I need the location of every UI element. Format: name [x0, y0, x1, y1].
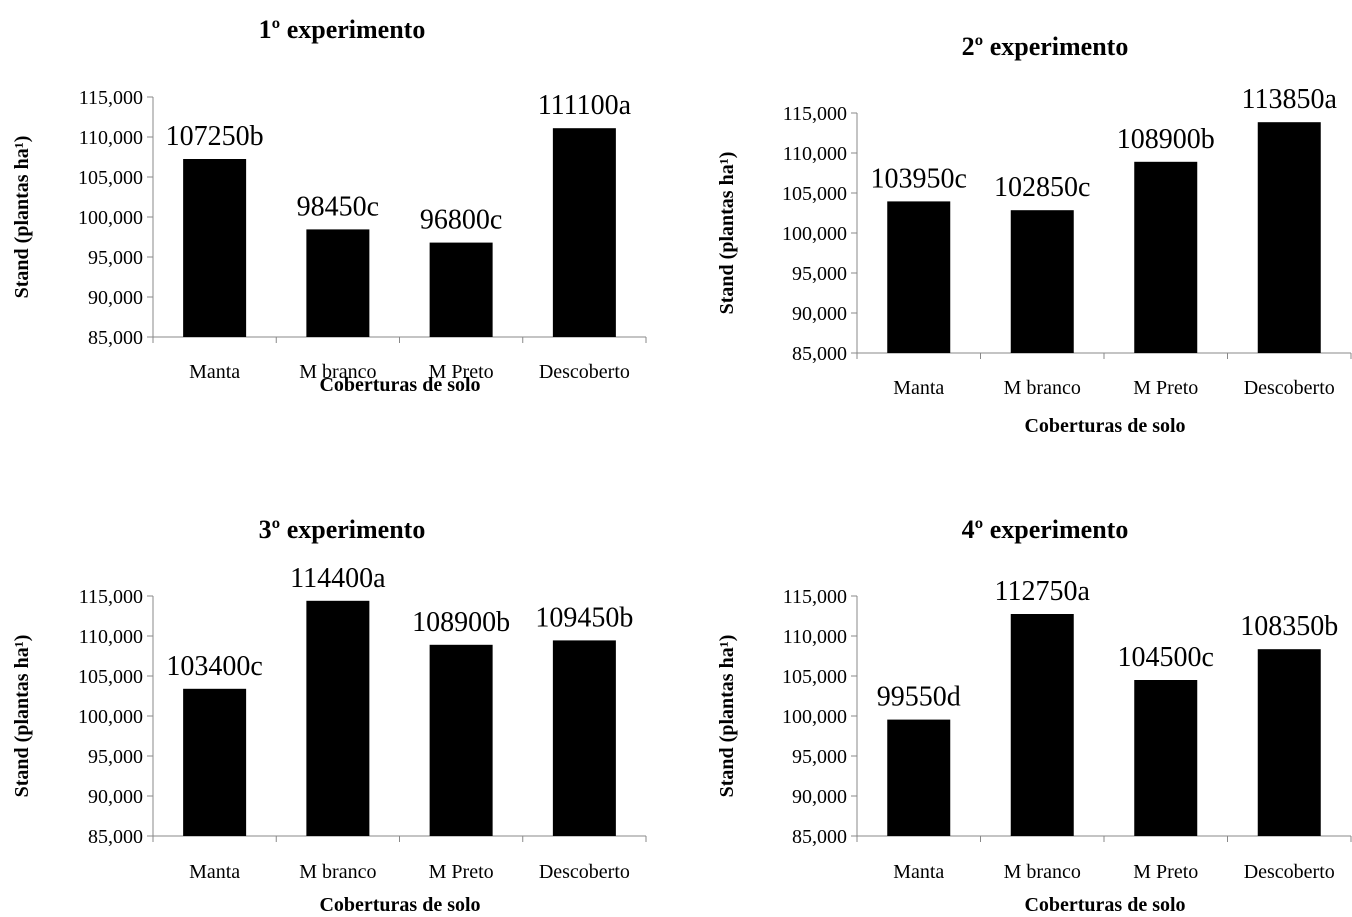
bar-2 [1010, 210, 1074, 353]
bar-1 [183, 688, 247, 836]
y-tick-label: 90,000 [792, 786, 847, 808]
y-axis-title: Stand (plantas ha¹) [11, 136, 33, 299]
x-tick-label: Manta [189, 361, 240, 383]
chart-title: 2º experimento [962, 32, 1129, 61]
y-tick-label: 115,000 [79, 586, 143, 608]
data-label: 99550d [877, 682, 961, 713]
y-tick-label: 115,000 [783, 586, 847, 608]
chart-panel-3: 3º experimento 85,000 90,000 95,000 100,000 1… [11, 515, 647, 916]
bar-4 [1257, 122, 1321, 353]
bar-2 [306, 229, 370, 337]
y-tick-label: 100,000 [782, 706, 847, 728]
data-label: 113850a [1242, 84, 1338, 115]
x-tick-label: M branco [299, 861, 376, 883]
x-axis-title: Coberturas de solo [319, 374, 480, 396]
chart-title: 4º experimento [962, 515, 1129, 544]
x-axis-title: Coberturas de solo [319, 894, 480, 916]
x-tick-label: Descoberto [1244, 377, 1335, 399]
bar-4 [1257, 649, 1321, 836]
x-tick-label: Manta [893, 377, 944, 399]
bar-1 [887, 201, 951, 353]
y-tick-label: 105,000 [782, 666, 847, 688]
y-axis-title: Stand (plantas ha¹) [11, 635, 33, 798]
data-label: 102850c [994, 172, 1090, 203]
x-tick-label: Manta [189, 861, 240, 883]
x-tick-label: M branco [299, 361, 376, 383]
bar-1 [183, 159, 247, 337]
y-tick-label: 95,000 [88, 247, 143, 269]
y-tick-label: 105,000 [782, 183, 847, 205]
y-tick-label: 110,000 [783, 626, 847, 648]
y-tick-label: 90,000 [88, 287, 143, 309]
y-tick-label: 95,000 [792, 263, 847, 285]
bar-4 [552, 640, 616, 836]
y-tick-label: 110,000 [783, 143, 847, 165]
y-axis-title: Stand (plantas ha¹) [716, 635, 738, 798]
x-tick-label: M Preto [1133, 377, 1198, 399]
data-label: 103950c [871, 163, 967, 194]
x-tick-label: M branco [1004, 861, 1081, 883]
data-label: 98450c [297, 191, 379, 222]
y-tick-label: 85,000 [792, 826, 847, 848]
x-tick-label: M Preto [1133, 861, 1198, 883]
chart-panel-2: 2º experimento 85,000 90,000 95,000 100,000 1… [716, 32, 1352, 437]
data-label: 112750a [995, 576, 1091, 607]
y-tick-label: 90,000 [88, 786, 143, 808]
bar-2 [1010, 614, 1074, 836]
y-tick-label: 105,000 [78, 666, 143, 688]
x-tick-label: Descoberto [539, 361, 630, 383]
chart-panel-1: 1º experimento 85,000 90,000 95,000 100,000 1… [11, 15, 647, 396]
y-tick-label: 105,000 [78, 167, 143, 189]
bar-2 [306, 600, 370, 836]
y-tick-label: 95,000 [792, 746, 847, 768]
data-label: 107250b [166, 121, 264, 152]
bar-3 [429, 644, 493, 836]
y-tick-label: 115,000 [79, 87, 143, 109]
x-axis-title: Coberturas de solo [1024, 415, 1185, 437]
y-axis-title: Stand (plantas ha¹) [716, 152, 738, 315]
bar-3 [1134, 161, 1198, 353]
y-tick-label: 85,000 [88, 826, 143, 848]
chart-panel-4: 4º experimento 85,000 90,000 95,000 100,000 1… [716, 515, 1352, 916]
data-label: 108900b [412, 607, 510, 638]
y-tick-label: 85,000 [792, 343, 847, 365]
y-tick-label: 100,000 [782, 223, 847, 245]
y-tick-label: 90,000 [792, 303, 847, 325]
y-tick-label: 110,000 [79, 127, 143, 149]
x-tick-label: Descoberto [539, 861, 630, 883]
x-tick-label: Descoberto [1244, 861, 1335, 883]
y-tick-label: 95,000 [88, 746, 143, 768]
chart-title: 3º experimento [259, 515, 426, 544]
x-tick-label: M branco [1004, 377, 1081, 399]
data-label: 114400a [290, 563, 386, 594]
y-tick-label: 100,000 [78, 706, 143, 728]
data-label: 109450b [535, 602, 633, 633]
data-label: 111100a [538, 90, 632, 121]
y-tick-label: 85,000 [88, 327, 143, 349]
y-tick-label: 100,000 [78, 207, 143, 229]
bar-1 [887, 719, 951, 836]
bar-4 [552, 128, 616, 337]
x-axis-title: Coberturas de solo [1024, 894, 1185, 916]
data-label: 108900b [1117, 124, 1215, 155]
x-tick-label: M Preto [429, 861, 494, 883]
bar-3 [1134, 680, 1198, 836]
data-label: 103400c [166, 651, 262, 682]
x-tick-label: M Preto [429, 361, 494, 383]
data-label: 104500c [1118, 642, 1214, 673]
data-label: 96800c [420, 205, 502, 236]
y-tick-label: 110,000 [79, 626, 143, 648]
data-label: 108350b [1240, 611, 1338, 642]
x-tick-label: Manta [893, 861, 944, 883]
bar-3 [429, 242, 493, 337]
y-tick-label: 115,000 [783, 103, 847, 125]
chart-title: 1º experimento [259, 15, 426, 44]
